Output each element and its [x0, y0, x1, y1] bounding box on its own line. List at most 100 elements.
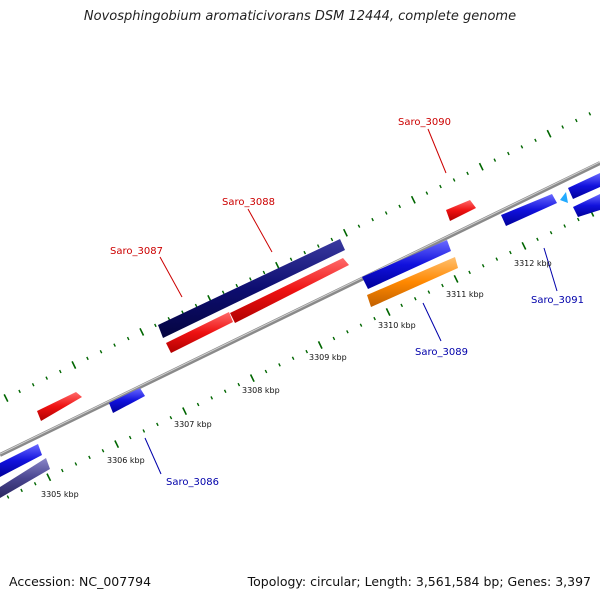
tick-mark: [126, 336, 130, 341]
tick-mark: [576, 217, 580, 222]
tick-mark: [332, 336, 336, 341]
tick-mark: [249, 277, 252, 281]
gene-label-saro-3086: Saro_3086: [166, 477, 219, 488]
gene-saro-3091[interactable]: [501, 194, 557, 226]
tick-mark: [291, 356, 295, 361]
tick-mark: [139, 327, 145, 336]
tick-mark: [289, 257, 293, 262]
tick-mark: [303, 250, 307, 255]
tick-mark: [128, 435, 132, 440]
gene-label-saro-3090: Saro_3090: [398, 117, 451, 128]
tick-mark: [196, 402, 200, 407]
tick-mark: [509, 250, 512, 255]
tick-mark: [413, 296, 417, 301]
tick-mark: [181, 310, 184, 314]
tick-mark: [385, 308, 391, 316]
tick-mark: [534, 138, 537, 143]
gene-saro-3089[interactable]: [362, 240, 451, 289]
tick-mark: [384, 211, 388, 215]
gene-right-reverse-b[interactable]: [573, 194, 600, 217]
tick-mark: [6, 495, 10, 499]
tick-mark: [478, 162, 484, 171]
gene-left-reverse-a[interactable]: [0, 444, 42, 477]
tick-mark: [316, 244, 320, 248]
position-label-3309: 3309 kbp: [309, 353, 347, 362]
tick-mark: [210, 396, 214, 400]
tick-mark: [305, 349, 309, 354]
tick-mark: [357, 224, 361, 228]
genome-backbone: [0, 161, 600, 457]
tick-mark: [439, 184, 442, 189]
label-leaders: [144, 128, 558, 475]
tick-mark: [18, 389, 21, 394]
tick-mark: [223, 389, 227, 394]
tick-mark: [346, 330, 349, 334]
tick-mark: [235, 283, 239, 288]
gene-forward-3306[interactable]: [37, 392, 82, 421]
tick-mark: [3, 394, 9, 402]
gene-label-saro-3087: Saro_3087: [110, 246, 163, 257]
tick-mark: [441, 283, 444, 288]
tick-mark: [194, 303, 198, 308]
tick-mark: [371, 217, 374, 222]
lower-tick-track: [6, 208, 595, 499]
gene-saro-3086[interactable]: [109, 388, 145, 413]
position-label-3312: 3312 kbp: [514, 259, 552, 268]
gene-label-saro-3089: Saro_3089: [415, 347, 468, 358]
tick-mark: [427, 290, 431, 294]
tick-mark: [20, 488, 23, 493]
position-label-3311: 3311 kbp: [446, 290, 484, 299]
tick-mark: [466, 171, 469, 176]
genome-summary: Topology: circular; Length: 3,561,584 bp…: [247, 574, 591, 589]
gene-saro-3087[interactable]: [166, 312, 233, 353]
tick-mark: [101, 448, 105, 453]
tick-mark: [588, 112, 592, 116]
tick-mark: [74, 462, 78, 466]
tick-mark: [262, 270, 266, 275]
tick-mark: [452, 178, 456, 182]
tick-mark: [521, 241, 527, 250]
tick-mark: [398, 204, 402, 209]
tick-mark: [114, 440, 120, 449]
tick-mark: [46, 473, 52, 482]
tick-mark: [45, 376, 49, 380]
gene-saro-3088[interactable]: [230, 258, 349, 323]
position-label-3308: 3308 kbp: [242, 386, 280, 395]
gene-saro-3090[interactable]: [446, 200, 476, 221]
gene-small-marker[interactable]: [560, 192, 568, 203]
position-label-3305: 3305 kbp: [41, 490, 79, 499]
gene-saro-3088-highlight[interactable]: [158, 239, 345, 338]
tick-mark: [182, 407, 188, 416]
tick-mark: [563, 224, 567, 228]
tick-mark: [99, 349, 103, 354]
gene-right-reverse-a[interactable]: [568, 173, 600, 199]
tick-mark: [88, 455, 91, 460]
gene-saro-3089-rna[interactable]: [367, 257, 458, 307]
tick-mark: [561, 125, 565, 129]
position-label-3307: 3307 kbp: [174, 420, 212, 429]
tick-mark: [264, 369, 268, 374]
tick-mark: [481, 263, 485, 268]
tick-mark: [237, 382, 241, 387]
gene-label-saro-3091: Saro_3091: [531, 295, 584, 306]
tick-mark: [156, 422, 159, 427]
tick-mark: [410, 195, 416, 204]
tick-mark: [507, 151, 510, 156]
tick-mark: [342, 228, 348, 237]
tick-mark: [330, 237, 334, 242]
tick-mark: [536, 237, 539, 242]
tick-mark: [317, 341, 323, 349]
tick-mark: [546, 129, 552, 138]
tick-mark: [142, 429, 146, 433]
tick-mark: [359, 323, 363, 327]
tick-mark: [373, 316, 376, 321]
tick-mark: [33, 481, 37, 486]
tick-mark: [31, 382, 35, 387]
tick-mark: [549, 230, 553, 235]
tick-mark: [249, 374, 255, 383]
tick-mark: [221, 290, 225, 295]
gene-left-reverse-b[interactable]: [0, 458, 50, 498]
tick-mark: [468, 270, 471, 275]
tick-mark: [574, 118, 578, 123]
